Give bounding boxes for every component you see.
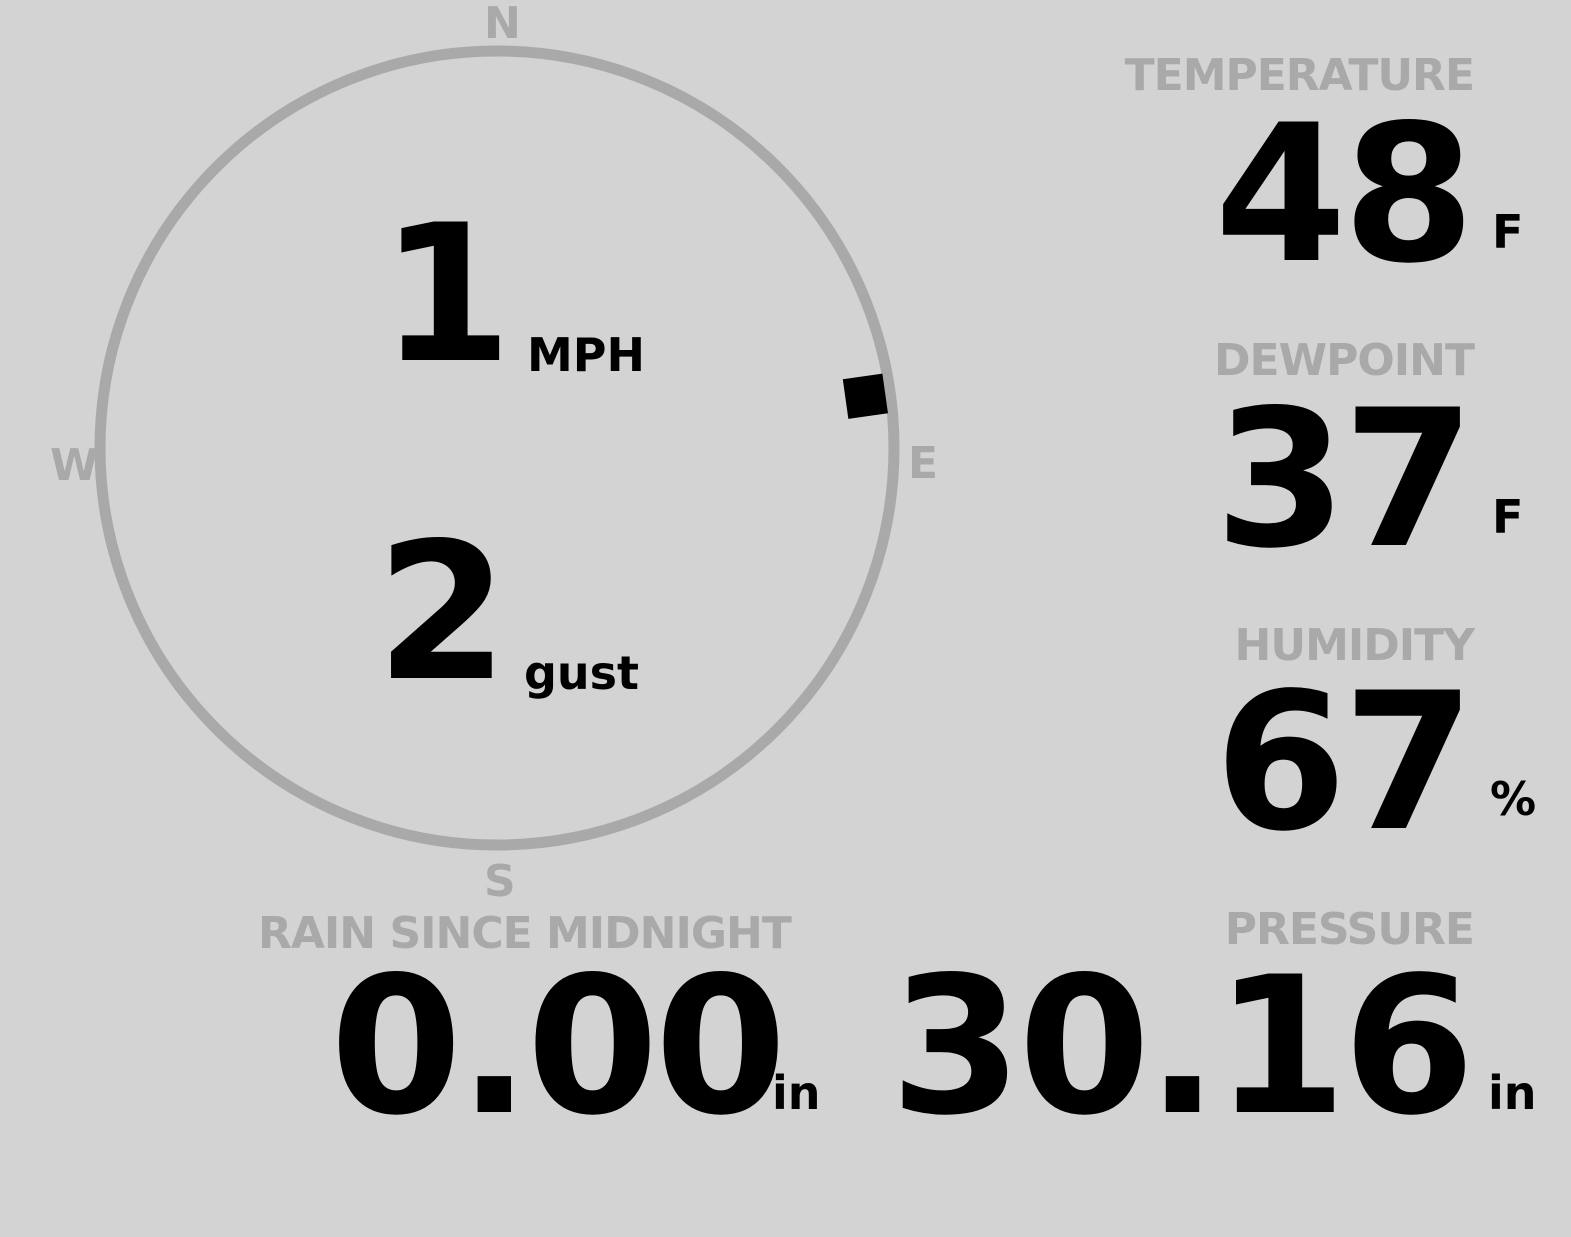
humidity-value: 67	[1214, 652, 1475, 873]
wind-direction-marker	[842, 373, 888, 419]
dewpoint-unit: F	[1492, 490, 1524, 544]
temperature-value: 48	[1214, 84, 1475, 305]
compass-east: E	[908, 438, 939, 489]
pressure-unit: in	[1488, 1066, 1537, 1120]
pressure-label: PRESSURE	[1224, 904, 1475, 955]
compass-north: N	[484, 0, 521, 49]
wind-gust-value: 2	[376, 502, 508, 723]
dewpoint-label: DEWPOINT	[1214, 335, 1475, 386]
rain-label: RAIN SINCE MIDNIGHT	[258, 908, 792, 959]
compass-south: S	[484, 856, 516, 907]
humidity-unit: %	[1490, 772, 1537, 826]
rain-value: 0.00	[330, 936, 787, 1157]
wind-gust-unit: gust	[524, 646, 640, 700]
compass-west: W	[50, 440, 99, 491]
wind-speed-unit: MPH	[527, 328, 645, 382]
humidity-label: HUMIDITY	[1234, 620, 1475, 671]
temperature-label: TEMPERATURE	[1124, 50, 1475, 101]
rain-unit: in	[772, 1066, 821, 1120]
pressure-value: 30.16	[890, 936, 1475, 1157]
dewpoint-value: 37	[1214, 369, 1475, 590]
compass-ring	[94, 45, 900, 851]
wind-speed-value: 1	[380, 184, 512, 405]
temperature-unit: F	[1492, 205, 1524, 259]
